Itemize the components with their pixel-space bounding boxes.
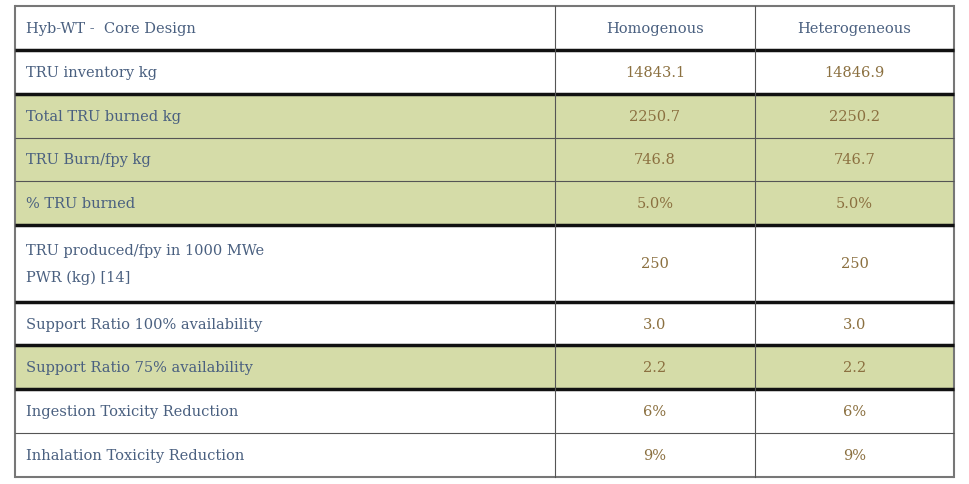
Bar [15, 182, 954, 226]
Text: 3.0: 3.0 [643, 317, 667, 331]
Text: Support Ratio 100% availability: Support Ratio 100% availability [26, 317, 263, 331]
Text: 9%: 9% [843, 448, 866, 462]
Text: Homogenous: Homogenous [606, 22, 703, 36]
Text: 6%: 6% [843, 404, 866, 418]
Bar [15, 94, 954, 138]
Text: Hyb-WT -  Core Design: Hyb-WT - Core Design [26, 22, 196, 36]
Text: % TRU burned: % TRU burned [26, 197, 136, 211]
Text: 6%: 6% [643, 404, 667, 418]
Bar [15, 7, 954, 51]
Text: TRU inventory kg: TRU inventory kg [26, 66, 157, 80]
Bar [15, 138, 954, 182]
Text: 746.8: 746.8 [634, 153, 675, 167]
Text: Total TRU burned kg: Total TRU burned kg [26, 109, 181, 123]
Text: 2.2: 2.2 [643, 361, 667, 375]
Bar [15, 390, 954, 433]
Text: Ingestion Toxicity Reduction: Ingestion Toxicity Reduction [26, 404, 238, 418]
Text: 250: 250 [641, 257, 669, 271]
Text: 746.7: 746.7 [833, 153, 875, 167]
Bar [15, 51, 954, 94]
Text: PWR (kg) [14]: PWR (kg) [14] [26, 270, 131, 285]
Text: 2.2: 2.2 [843, 361, 866, 375]
Text: Heterogeneous: Heterogeneous [797, 22, 912, 36]
Text: 2250.7: 2250.7 [629, 109, 680, 123]
Text: 5.0%: 5.0% [836, 197, 873, 211]
Text: 3.0: 3.0 [843, 317, 866, 331]
Bar [15, 433, 954, 477]
Text: TRU Burn/fpy kg: TRU Burn/fpy kg [26, 153, 151, 167]
Text: 2250.2: 2250.2 [829, 109, 880, 123]
Bar [15, 346, 954, 390]
Text: TRU produced/fpy in 1000 MWe: TRU produced/fpy in 1000 MWe [26, 243, 265, 257]
Text: Inhalation Toxicity Reduction: Inhalation Toxicity Reduction [26, 448, 244, 462]
Text: 14846.9: 14846.9 [825, 66, 885, 80]
Text: 5.0%: 5.0% [637, 197, 673, 211]
Text: 14843.1: 14843.1 [625, 66, 685, 80]
Text: 9%: 9% [643, 448, 667, 462]
Text: 250: 250 [841, 257, 868, 271]
Text: Support Ratio 75% availability: Support Ratio 75% availability [26, 361, 253, 375]
Bar [15, 302, 954, 346]
